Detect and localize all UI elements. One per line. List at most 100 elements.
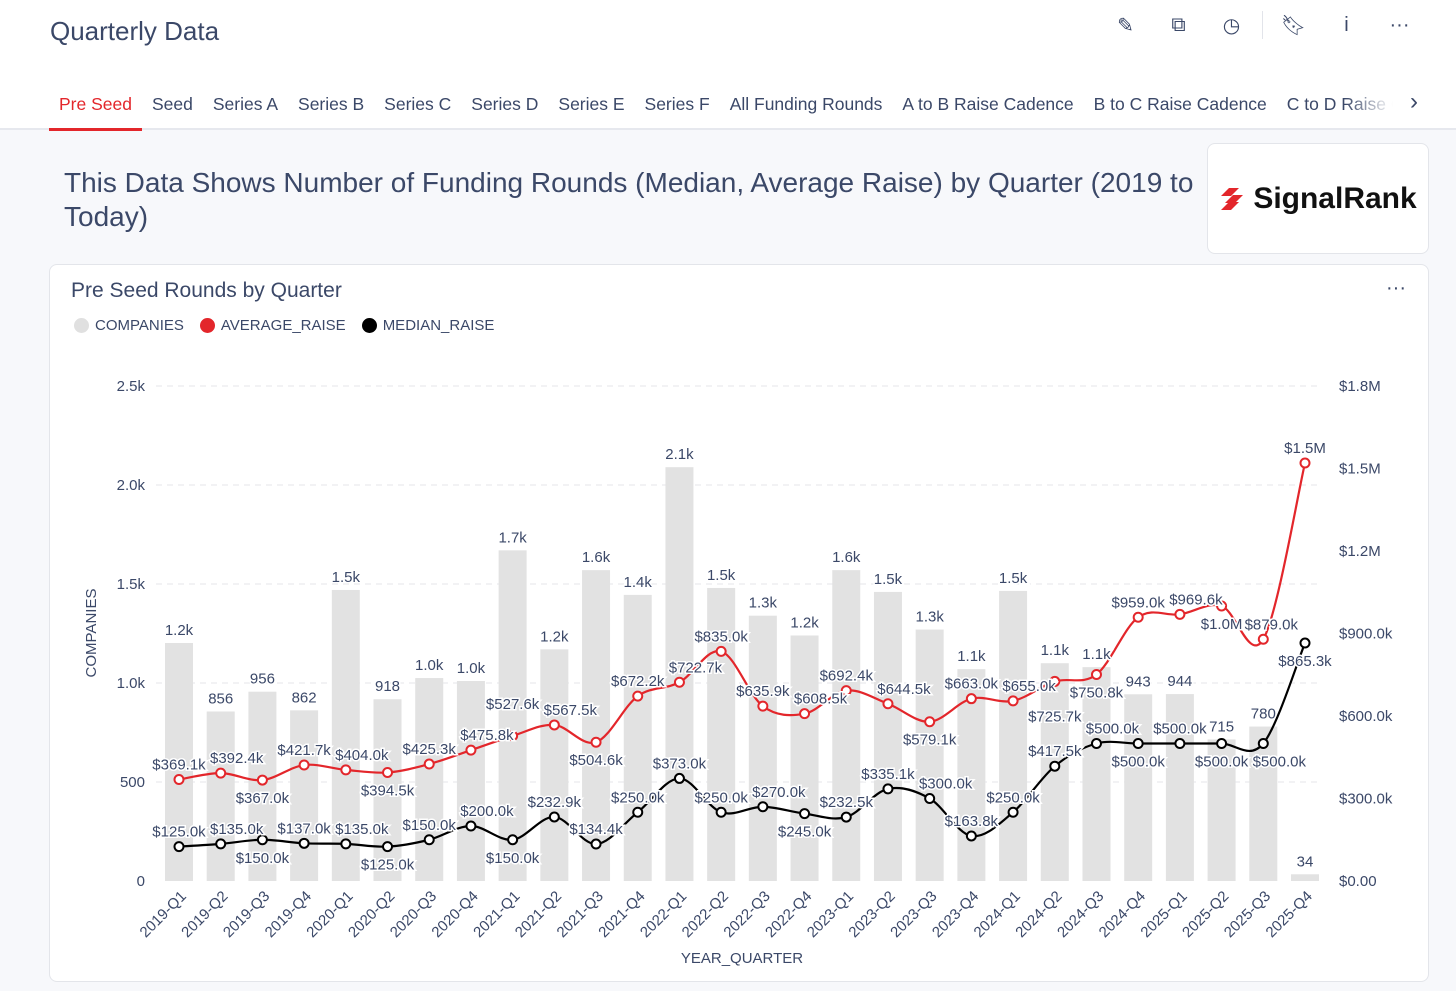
median-raise-data-label: $865.3k — [1278, 653, 1332, 670]
legend-item-companies[interactable]: COMPANIES — [74, 317, 184, 334]
bar-companies — [832, 570, 861, 881]
average-raise-point — [1257, 633, 1269, 645]
median-raise-point — [840, 811, 852, 823]
legend-label: AVERAGE_RAISE — [220, 317, 346, 334]
bar-companies — [623, 594, 652, 881]
average-raise-point — [757, 700, 769, 712]
average-raise-point — [840, 685, 852, 697]
bar-companies — [331, 589, 360, 881]
bar-data-label: 1.1k — [1082, 646, 1111, 663]
tab-series-a[interactable]: Series A — [212, 94, 279, 114]
median-raise-data-label: $270.0k — [752, 784, 806, 801]
average-raise-data-label: $835.0k — [694, 628, 748, 645]
average-raise-data-label: $959.0k — [1111, 594, 1165, 611]
y-tick-label: 1.0k — [117, 675, 146, 692]
average-raise-point — [673, 676, 685, 688]
median-raise-point — [757, 801, 769, 813]
average-raise-data-label: $663.0k — [945, 676, 999, 693]
median-raise-data-label: $135.0k — [335, 821, 389, 838]
legend-item-median-raise[interactable]: MEDIAN_RAISE — [361, 317, 494, 334]
average-raise-point — [1216, 600, 1228, 612]
tab-bar: Pre Seed Seed Series A Series B Series C Seri… — [49, 92, 1405, 131]
pencil-icon[interactable]: ✎ — [1117, 14, 1134, 37]
median-raise-data-label: $500.0k — [1253, 754, 1307, 771]
average-raise-data-label: $644.5k — [877, 681, 931, 698]
tab-series-f[interactable]: Series F — [644, 94, 710, 114]
median-raise-point — [1216, 738, 1228, 749]
median-raise-data-label: $500.0k — [1153, 721, 1207, 738]
median-raise-data-label: $250.0k — [611, 789, 665, 806]
bar-companies — [1165, 694, 1194, 881]
bar-companies — [248, 691, 277, 881]
y-tick-label: 2.0k — [117, 477, 146, 494]
average-raise-data-label: $1.5M — [1284, 440, 1326, 457]
average-raise-point — [173, 773, 185, 785]
y2-tick-label: $1.2M — [1339, 543, 1381, 560]
tab-series-c[interactable]: Series C — [384, 94, 452, 114]
median-raise-point — [215, 838, 227, 850]
tab-series-e[interactable]: Series E — [558, 94, 625, 114]
clock-icon[interactable]: ◷ — [1222, 14, 1241, 37]
bar-data-label: 1.5k — [999, 570, 1028, 587]
median-raise-point — [1132, 738, 1144, 749]
average-raise-point — [465, 744, 477, 756]
median-raise-point — [1299, 637, 1311, 649]
average-raise-point — [1299, 457, 1311, 469]
median-raise-point — [548, 811, 560, 823]
bar-data-label: 1.0k — [457, 660, 486, 677]
legend-dot — [361, 318, 377, 333]
bar-companies — [1249, 726, 1278, 881]
median-raise-point — [173, 841, 185, 853]
y2-tick-label: $600.0k — [1339, 708, 1393, 725]
y-axis-label: COMPANIES — [83, 589, 100, 678]
bar-data-label: 1.1k — [957, 648, 986, 665]
divider — [1262, 11, 1263, 39]
combo-chart: 0 500 1.0k 1.5k 2.0k 2.5k $0.00 $300.0k $600.0k $… — [83, 378, 1393, 967]
bookmark-icon[interactable]: 🔖︎ — [1280, 14, 1307, 37]
more-icon[interactable]: ··· — [1389, 13, 1410, 36]
tab-b-to-c-raise-cadence[interactable]: B to C Raise Cadence — [1093, 94, 1267, 114]
bar-data-label: 944 — [1167, 673, 1192, 690]
median-raise-data-label: $373.0k — [653, 755, 707, 772]
y-tick-label: 500 — [120, 774, 145, 791]
average-raise-data-label: $394.5k — [361, 783, 415, 800]
median-raise-data-label: $250.0k — [986, 789, 1040, 806]
tab-series-b[interactable]: Series B — [298, 94, 365, 114]
average-raise-data-label: $404.0k — [335, 747, 389, 764]
external-link-icon[interactable]: ⧉ — [1171, 13, 1186, 36]
tab-seed[interactable]: Seed — [151, 94, 193, 114]
average-raise-point — [1007, 695, 1019, 707]
median-raise-point — [799, 808, 811, 820]
bar-data-label: 1.1k — [1041, 642, 1070, 659]
tab-pre-seed[interactable]: Pre Seed — [49, 92, 142, 131]
header-actions: ✎ ⧉ ◷ 🔖︎ i ··· — [1099, 10, 1426, 40]
average-raise-data-label: $369.1k — [152, 756, 206, 773]
card-menu-icon[interactable]: ··· — [1386, 277, 1406, 299]
average-raise-point — [298, 759, 310, 771]
bar-companies — [957, 669, 986, 881]
median-raise-point — [465, 820, 477, 832]
tab-all-funding-rounds[interactable]: All Funding Rounds — [729, 94, 883, 114]
median-raise-data-label: $232.9k — [528, 794, 582, 811]
median-raise-data-label: $500.0k — [1111, 754, 1165, 771]
bar-data-label: 780 — [1251, 706, 1276, 723]
info-icon[interactable]: i — [1344, 13, 1349, 36]
bar-companies — [206, 711, 235, 881]
average-raise-data-label: $722.7k — [669, 659, 723, 676]
tab-a-to-b-raise-cadence[interactable]: A to B Raise Cadence — [902, 94, 1074, 114]
chevron-right-icon[interactable]: › — [1410, 88, 1418, 115]
bar-data-label: 1.5k — [874, 571, 903, 588]
legend-item-average-raise[interactable]: AVERAGE_RAISE — [199, 317, 346, 334]
bar-data-label: 2.1k — [665, 446, 694, 463]
bar-data-label: 1.6k — [582, 549, 611, 566]
average-raise-point — [799, 708, 811, 720]
bar-data-label: 943 — [1126, 673, 1151, 690]
median-raise-point — [1007, 806, 1019, 818]
tab-series-d[interactable]: Series D — [471, 94, 539, 114]
legend-label: COMPANIES — [95, 317, 184, 334]
average-raise-point — [1174, 608, 1186, 620]
bar-data-label: 1.0k — [415, 657, 444, 674]
bar-companies — [707, 587, 736, 881]
bar-companies — [290, 710, 319, 881]
bar-data-label: 918 — [375, 678, 400, 695]
